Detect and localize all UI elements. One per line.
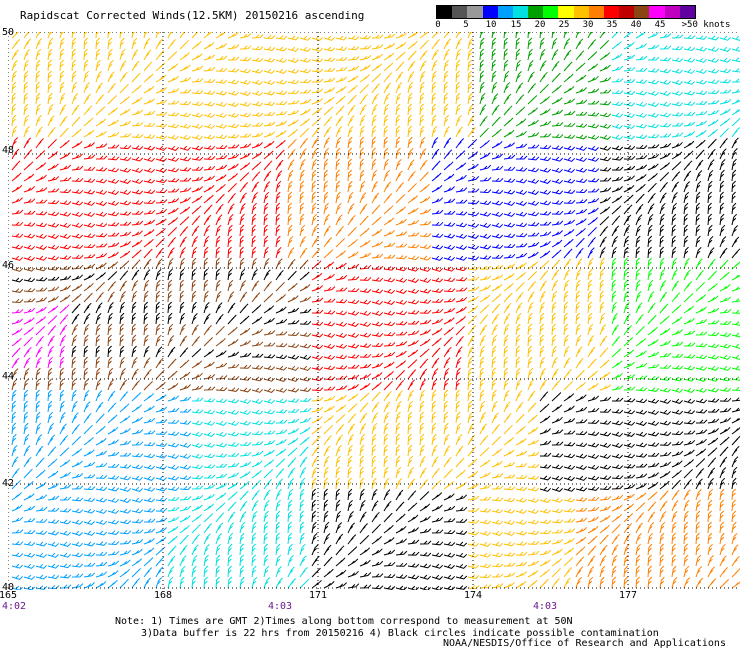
legend-color-swatch xyxy=(497,6,513,18)
legend-color-swatch xyxy=(634,6,650,18)
note-line-2: 3)Data buffer is 22 hrs from 20150216 4)… xyxy=(141,628,659,639)
time-label: 4:03 xyxy=(532,601,558,612)
legend-color-swatch xyxy=(679,6,695,18)
wind-barbs xyxy=(11,26,740,591)
legend-color-swatch xyxy=(558,6,574,18)
legend-color-swatch xyxy=(482,6,498,18)
wind-field-svg xyxy=(7,26,740,591)
legend-label: 30 xyxy=(582,20,594,30)
legend-label: 20 xyxy=(534,20,546,30)
lat-label: 40 xyxy=(2,582,15,593)
lat-label: 50 xyxy=(2,27,15,38)
legend-label: 35 xyxy=(606,20,618,30)
lon-label: 168 xyxy=(153,590,173,601)
lon-label: 174 xyxy=(463,590,483,601)
legend-color-swatch xyxy=(649,6,665,18)
note-line-3: NOAA/NESDIS/Office of Research and Appli… xyxy=(443,638,726,649)
legend-label: 25 xyxy=(558,20,570,30)
lon-label: 177 xyxy=(618,590,638,601)
legend-label: 0 xyxy=(435,20,441,30)
legend-color-swatch xyxy=(573,6,589,18)
legend-label: 45 xyxy=(654,20,666,30)
legend-label: 10 xyxy=(485,20,497,30)
legend-color-swatch xyxy=(528,6,544,18)
lon-label: 165 xyxy=(0,590,18,601)
legend-color-swatch xyxy=(543,6,559,18)
legend-color-swatch xyxy=(603,6,620,18)
lat-label: 46 xyxy=(2,260,15,271)
time-label: 4:03 xyxy=(267,601,293,612)
lat-label: 48 xyxy=(2,145,15,156)
time-label: 4:02 xyxy=(1,601,27,612)
legend-color-swatch xyxy=(512,6,529,18)
wind-barb-map[interactable] xyxy=(7,26,740,591)
title: Rapidscat Corrected Winds(12.5KM) 201502… xyxy=(20,9,365,22)
legend-color-swatch xyxy=(664,6,680,18)
lat-label: 42 xyxy=(2,478,15,489)
color-legend xyxy=(436,5,696,19)
legend-color-swatch xyxy=(452,6,468,18)
lon-label: 171 xyxy=(308,590,328,601)
note-line-1: Note: 1) Times are GMT 2)Times along bot… xyxy=(115,616,573,627)
lat-label: 44 xyxy=(2,371,15,382)
legend-label: 15 xyxy=(510,20,522,30)
legend-label: 40 xyxy=(630,20,642,30)
legend-label: 5 xyxy=(463,20,469,30)
legend-label: >50 knots xyxy=(681,20,731,30)
lat-lon-grid xyxy=(7,31,740,590)
legend-color-swatch xyxy=(467,6,483,18)
legend-color-swatch xyxy=(588,6,604,18)
legend-color-swatch xyxy=(619,6,635,18)
legend-color-swatch xyxy=(437,6,453,18)
color-legend-labels: 0 5 10 15 20 25 30 35 40 45 >50 knots xyxy=(435,20,736,32)
